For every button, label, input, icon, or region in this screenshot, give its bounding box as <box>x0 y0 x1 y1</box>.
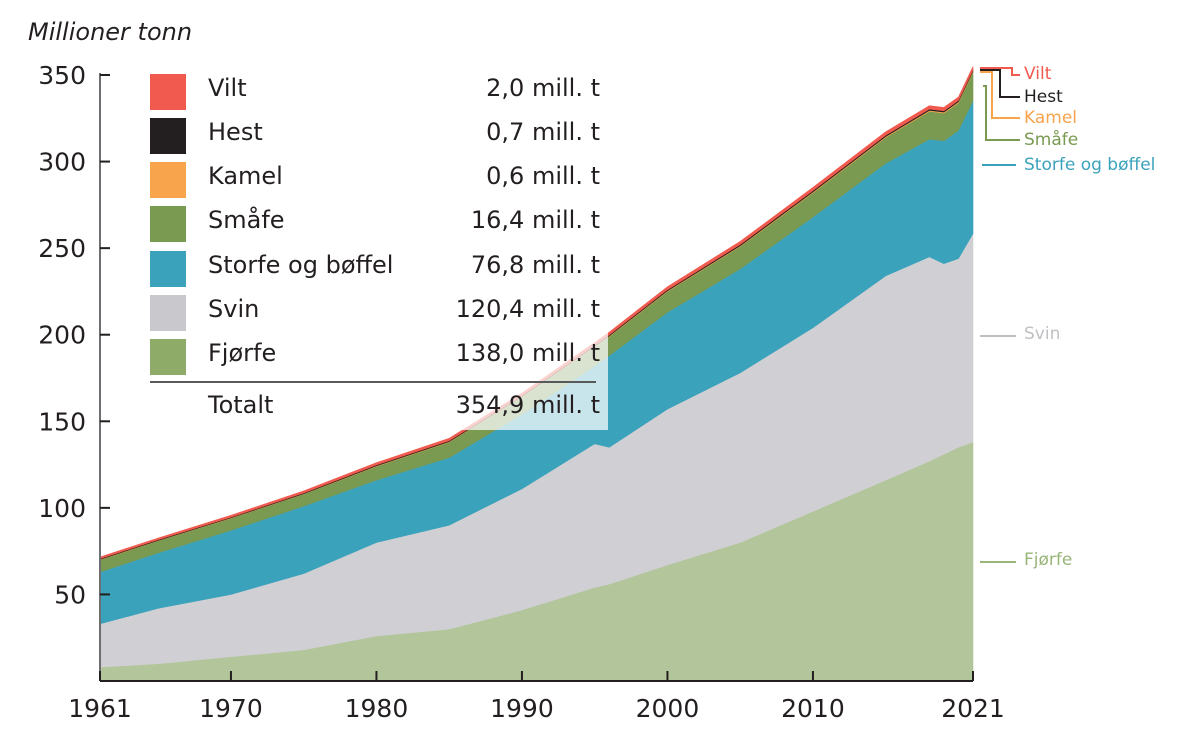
legend-swatch <box>150 295 186 331</box>
legend-item-svin: Svin 120,4 mill. t <box>150 293 600 331</box>
end-label-hest: Hest <box>1024 87 1063 107</box>
legend-label: Storfe og bøffel <box>208 251 394 279</box>
y-axis-title: Millioner tonn <box>28 18 193 46</box>
legend-divider <box>150 381 596 383</box>
leader-line <box>980 67 1020 76</box>
y-tick-label: 250 <box>38 234 86 263</box>
legend-swatch <box>150 162 186 198</box>
legend-total-value: 354,9 mill. t <box>455 391 600 419</box>
y-tick-label: 50 <box>54 580 86 609</box>
legend-value: 76,8 mill. t <box>470 251 600 279</box>
legend-value: 0,7 mill. t <box>486 118 600 146</box>
x-tick-label: 1990 <box>490 694 554 723</box>
legend-value: 0,6 mill. t <box>486 162 600 190</box>
x-tick-label: 1970 <box>199 694 263 723</box>
legend-swatch <box>150 118 186 154</box>
legend-total: Totalt 354,9 mill. t <box>150 389 600 427</box>
x-tick-label: 2021 <box>941 694 1005 723</box>
leader-line <box>980 69 1020 98</box>
legend-label: Småfe <box>208 206 285 234</box>
y-tick-label: 350 <box>38 61 86 90</box>
legend-item-storfe: Storfe og bøffel 76,8 mill. t <box>150 249 600 287</box>
legend-value: 16,4 mill. t <box>470 206 600 234</box>
legend-swatch <box>150 339 186 375</box>
legend-total-label: Totalt <box>208 391 274 419</box>
y-tick-label: 300 <box>38 148 86 177</box>
y-tick-label: 200 <box>38 321 86 350</box>
legend-value: 138,0 mill. t <box>455 339 600 367</box>
legend-label: Svin <box>208 295 260 323</box>
legend-label: Kamel <box>208 162 283 190</box>
legend-label: Hest <box>208 118 263 146</box>
legend-value: 120,4 mill. t <box>455 295 600 323</box>
legend-label: Vilt <box>208 74 247 102</box>
legend-item-smafe: Småfe 16,4 mill. t <box>150 204 600 242</box>
legend-item-kamel: Kamel 0,6 mill. t <box>150 160 600 198</box>
legend: Vilt 2,0 mill. t Hest 0,7 mill. t Kamel … <box>136 62 608 430</box>
x-tick-label: 1980 <box>345 694 409 723</box>
end-label-kamel: Kamel <box>1024 108 1078 128</box>
leader-line <box>983 85 1020 141</box>
legend-swatch <box>150 206 186 242</box>
end-label-storfe: Storfe og bøffel <box>1024 155 1156 175</box>
end-label-smafe: Småfe <box>1024 130 1079 150</box>
y-tick-label: 100 <box>38 494 86 523</box>
x-tick-label: 2010 <box>781 694 845 723</box>
end-label-svin: Svin <box>1024 324 1061 344</box>
axes: 50 100 150 200 250 300 350 1961 1970 1980 1990 2000… <box>38 61 1005 723</box>
legend-swatch <box>150 74 186 110</box>
legend-item-fjorfe: Fjørfe 138,0 mill. t <box>150 337 600 375</box>
end-label-leaders <box>980 67 1020 563</box>
x-tick-label: 1961 <box>68 694 132 723</box>
legend-item-hest: Hest 0,7 mill. t <box>150 116 600 154</box>
y-tick-label: 150 <box>38 407 86 436</box>
leader-line <box>980 71 1020 119</box>
legend-item-vilt: Vilt 2,0 mill. t <box>150 72 600 110</box>
end-label-vilt: Vilt <box>1024 64 1052 84</box>
end-label-fjorfe: Fjørfe <box>1024 550 1073 570</box>
legend-label: Fjørfe <box>208 339 277 367</box>
legend-swatch <box>150 251 186 287</box>
legend-value: 2,0 mill. t <box>486 74 600 102</box>
x-tick-label: 2000 <box>636 694 700 723</box>
